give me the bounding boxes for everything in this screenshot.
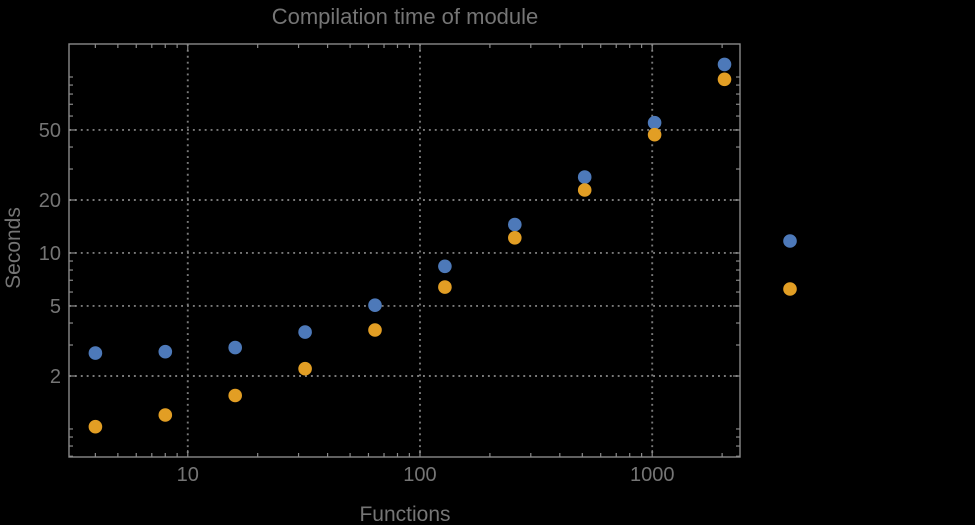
data-point (717, 72, 732, 87)
y-tick-label: 5 (50, 296, 61, 318)
legend-marker-series-2 (783, 282, 797, 296)
data-point (438, 280, 452, 294)
x-tick-label: 10 (177, 464, 199, 486)
y-tick-label: 50 (39, 120, 61, 142)
data-point (88, 419, 103, 434)
data-point (438, 259, 452, 274)
data-point (228, 388, 242, 403)
legend-marker-series-1 (783, 234, 797, 248)
axis-ticks (69, 44, 740, 457)
data-point (368, 298, 382, 313)
series-2-points (88, 72, 732, 434)
data-point (158, 344, 173, 359)
data-point (158, 408, 173, 422)
plot-frame (68, 43, 741, 458)
data-point (88, 346, 103, 360)
tick-labels: 10 100 1000 2 5 10 20 50 (39, 120, 675, 486)
x-axis-label: Functions (359, 503, 451, 525)
y-tick-label: 10 (39, 243, 61, 265)
data-point (577, 183, 592, 197)
data-point (647, 127, 662, 142)
gridlines (69, 44, 740, 457)
y-axis-label: Seconds (2, 207, 25, 289)
x-tick-label: 1000 (630, 464, 675, 486)
y-tick-label: 2 (50, 366, 61, 388)
data-point (577, 170, 592, 184)
data-point (508, 217, 522, 232)
data-point (717, 57, 732, 72)
data-point (298, 325, 312, 339)
chart-title: Compilation time of module (271, 4, 539, 29)
legend (783, 234, 797, 296)
y-tick-label: 20 (39, 190, 61, 212)
x-tick-label: 100 (403, 464, 436, 486)
data-point (647, 115, 662, 130)
data-point (368, 323, 382, 337)
data-point (228, 340, 242, 355)
data-point (298, 361, 312, 376)
data-point (508, 231, 522, 245)
series-1-points (88, 57, 732, 360)
